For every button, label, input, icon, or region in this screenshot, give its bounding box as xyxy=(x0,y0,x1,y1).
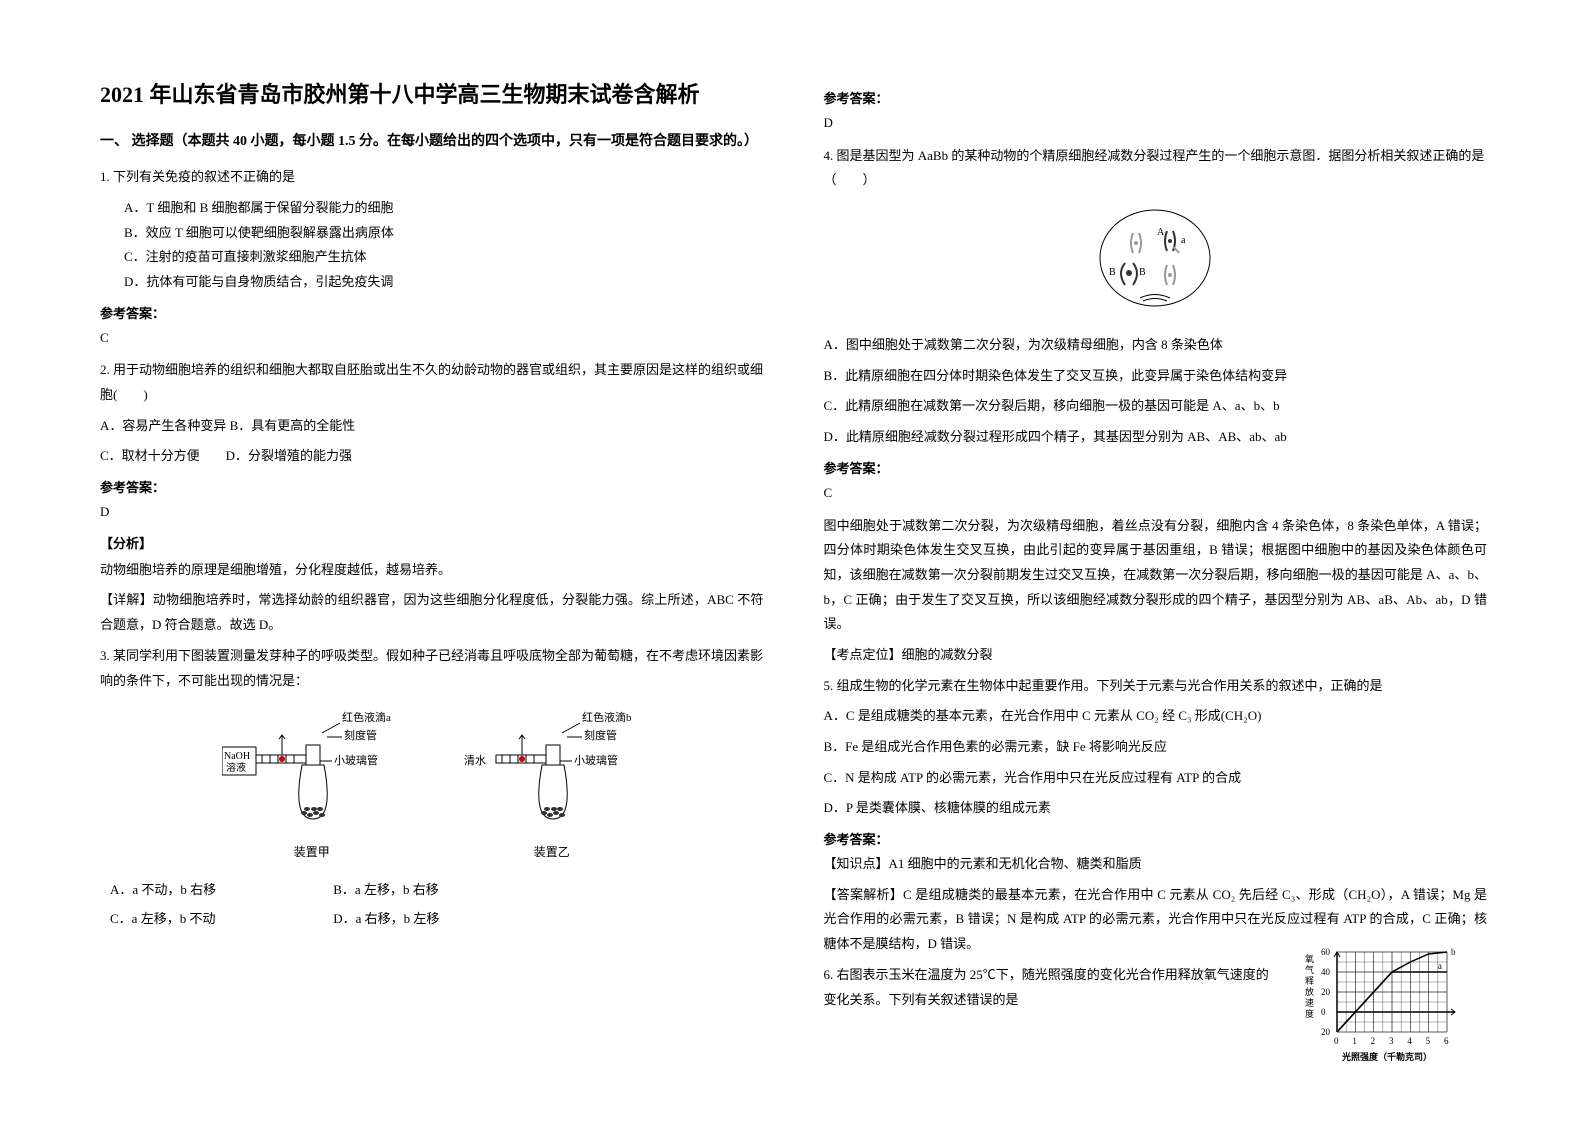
q3-option-a: A．a 不动，b 右移 xyxy=(110,876,330,905)
svg-text:速: 速 xyxy=(1305,998,1314,1008)
q5-option-b: B．Fe 是组成光合作用色素的必需元素，缺 Fe 将影响光反应 xyxy=(824,735,1488,760)
svg-text:3: 3 xyxy=(1389,1036,1394,1046)
q2-fenxi-label: 【分析】 xyxy=(100,533,764,552)
svg-text:度: 度 xyxy=(1305,1008,1314,1019)
svg-text:氧: 氧 xyxy=(1305,953,1314,964)
q2-answer-label: 参考答案： xyxy=(100,477,764,496)
svg-text:放: 放 xyxy=(1305,986,1314,997)
svg-text:5: 5 xyxy=(1426,1036,1431,1046)
q1-option-c: C．注射的疫苗可直接刺激浆细胞产生抗体 xyxy=(100,245,764,270)
svg-text:6: 6 xyxy=(1444,1036,1449,1046)
q4-option-b: B．此精原细胞在四分体时期染色体发生了交叉互换，此变异属于染色体结构变异 xyxy=(824,364,1488,389)
device-b: 红色液滴b 刻度管 小玻璃管 清水 xyxy=(462,709,642,860)
q5-stem: 5. 组成生物的化学元素在生物体中起重要作用。下列关于元素与光合作用关系的叙述中… xyxy=(824,674,1488,699)
svg-text:1: 1 xyxy=(1352,1036,1357,1046)
q3-row-2: C．a 左移，b 不动 D．a 右移，b 左移 xyxy=(100,905,764,934)
right-column: 参考答案： D 4. 图是基因型为 AaBb 的某种动物的个精原细胞经减数分裂过… xyxy=(824,80,1488,1082)
q4-option-c: C．此精原细胞在减数第一次分裂后期，移向细胞一极的基因可能是 A、a、b、b xyxy=(824,394,1488,419)
q1-option-d: D．抗体有可能与自身物质结合，引起免疫失调 xyxy=(100,270,764,295)
q6-chart: ab0204060200123456氧气释放速度光照强度（千勒克司） xyxy=(1297,932,1477,1072)
q4-option-a: A．图中细胞处于减数第二次分裂，为次级精母细胞，内含 8 条染色体 xyxy=(824,333,1488,358)
q6-stem: 6. 右图表示玉米在温度为 25℃下，随光照强度的变化光合作用释放氧气速度的变化… xyxy=(824,963,1274,1012)
q2-xiangjie: 【详解】动物细胞培养时，常选择幼龄的组织器官，因为这些细胞分化程度低，分裂能力强… xyxy=(100,588,764,637)
q5-option-d: D．P 是类囊体膜、核糖体膜的组成元素 xyxy=(824,796,1488,821)
q3-answer-label: 参考答案： xyxy=(824,88,1488,107)
tube-a-label: 刻度管 xyxy=(344,728,377,742)
device-b-svg: 红色液滴b 刻度管 小玻璃管 清水 xyxy=(462,709,642,839)
q2-answer: D xyxy=(100,500,764,525)
q1-answer: C xyxy=(100,326,764,351)
svg-text:2: 2 xyxy=(1371,1036,1376,1046)
svg-text:a: a xyxy=(1438,961,1442,971)
svg-text:0: 0 xyxy=(1334,1036,1339,1046)
q2-stem: 2. 用于动物细胞培养的组织和细胞大都取自胚胎或出生不久的幼龄动物的器官或组织，… xyxy=(100,358,764,407)
left-column: 2021 年山东省青岛市胶州第十八中学高三生物期末试卷含解析 一、 选择题（本题… xyxy=(100,80,764,1082)
q1-option-b: B．效应 T 细胞可以使靶细胞裂解暴露出病原体 xyxy=(100,221,764,246)
drop-b-label: 红色液滴b xyxy=(582,710,632,724)
svg-text:40: 40 xyxy=(1321,967,1331,977)
q4-answer: C xyxy=(824,481,1488,506)
tube-b-label: 刻度管 xyxy=(584,728,617,742)
device-a: 红色液滴a 刻度管 小玻璃管 NaOH 溶液 xyxy=(222,709,402,860)
svg-text:4: 4 xyxy=(1407,1036,1412,1046)
q3-stem: 3. 某同学利用下图装置测量发芽种子的呼吸类型。假如种子已经消毒且呼吸底物全部为… xyxy=(100,644,764,693)
glass-b-label: 小玻璃管 xyxy=(574,753,618,767)
q3-option-d: D．a 右移，b 左移 xyxy=(333,905,553,934)
svg-text:释: 释 xyxy=(1305,975,1314,986)
q5-zhishi: 【知识点】A1 细胞中的元素和无机化合物、糖类和脂质 xyxy=(824,852,1488,877)
q4-kaodian: 【考点定位】细胞的减数分裂 xyxy=(824,643,1488,668)
q3-option-c: C．a 左移，b 不动 xyxy=(110,905,330,934)
naoh-label-2: 溶液 xyxy=(226,761,246,774)
q5-option-c: C．N 是构成 ATP 的必需元素，光合作用中只在光反应过程有 ATP 的合成 xyxy=(824,766,1488,791)
q4-cell-diagram: A a B B xyxy=(1085,203,1225,323)
naoh-label-1: NaOH xyxy=(224,751,250,762)
device-a-svg: 红色液滴a 刻度管 小玻璃管 NaOH 溶液 xyxy=(222,709,402,839)
gene-label-B1: B xyxy=(1109,267,1116,278)
device-b-caption: 装置乙 xyxy=(534,843,570,860)
q1-option-a: A．T 细胞和 B 细胞都属于保留分裂能力的细胞 xyxy=(100,196,764,221)
q1-stem: 1. 下列有关免疫的叙述不正确的是 xyxy=(100,165,764,190)
water-label: 清水 xyxy=(464,754,486,767)
drop-a-label: 红色液滴a xyxy=(342,710,391,724)
svg-text:气: 气 xyxy=(1305,964,1314,975)
q2-options-cd: C．取材十分方便 D．分裂增殖的能力强 xyxy=(100,444,764,469)
q1-answer-label: 参考答案： xyxy=(100,303,764,322)
gene-label-A: A xyxy=(1157,227,1165,238)
svg-text:光照强度（千勒克司）: 光照强度（千勒克司） xyxy=(1341,1051,1432,1062)
q3-answer: D xyxy=(824,111,1488,136)
q2-options-ab: A．容易产生各种变异 B．具有更高的全能性 xyxy=(100,414,764,439)
q4-option-d: D．此精原细胞经减数分裂过程形成四个精子，其基因型分别为 AB、AB、ab、ab xyxy=(824,425,1488,450)
gene-label-B2: B xyxy=(1139,267,1146,278)
q5-answer-label: 参考答案： xyxy=(824,829,1488,848)
q2-fenxi: 动物细胞培养的原理是细胞增殖，分化程度越低，越易培养。 xyxy=(100,558,764,583)
svg-text:0: 0 xyxy=(1321,1007,1326,1017)
q3-row-1: A．a 不动，b 右移 B．a 左移，b 右移 xyxy=(100,876,764,905)
q3-figure: 红色液滴a 刻度管 小玻璃管 NaOH 溶液 xyxy=(100,709,764,860)
q3-option-b: B．a 左移，b 右移 xyxy=(333,876,553,905)
q4-stem: 4. 图是基因型为 AaBb 的某种动物的个精原细胞经减数分裂过程产生的一个细胞… xyxy=(824,144,1488,193)
q5-option-a: A．C 是组成糖类的基本元素，在光合作用中 C 元素从 CO₂ 经 C₃ 形成(… xyxy=(824,704,1488,729)
exam-title: 2021 年山东省青岛市胶州第十八中学高三生物期末试卷含解析 xyxy=(100,80,764,111)
svg-text:20: 20 xyxy=(1321,1027,1331,1037)
svg-text:20: 20 xyxy=(1321,987,1331,997)
device-a-caption: 装置甲 xyxy=(294,843,330,860)
gene-label-a: a xyxy=(1181,235,1186,246)
svg-text:b: b xyxy=(1451,947,1456,957)
glass-a-label: 小玻璃管 xyxy=(334,753,378,767)
section-1-heading: 一、 选择题（本题共 40 小题，每小题 1.5 分。在每小题给出的四个选项中，… xyxy=(100,131,764,153)
q4-explain: 图中细胞处于减数第二次分裂，为次级精母细胞，着丝点没有分裂，细胞内含 4 条染色… xyxy=(824,514,1488,637)
q4-answer-label: 参考答案： xyxy=(824,458,1488,477)
svg-text:60: 60 xyxy=(1321,947,1331,957)
